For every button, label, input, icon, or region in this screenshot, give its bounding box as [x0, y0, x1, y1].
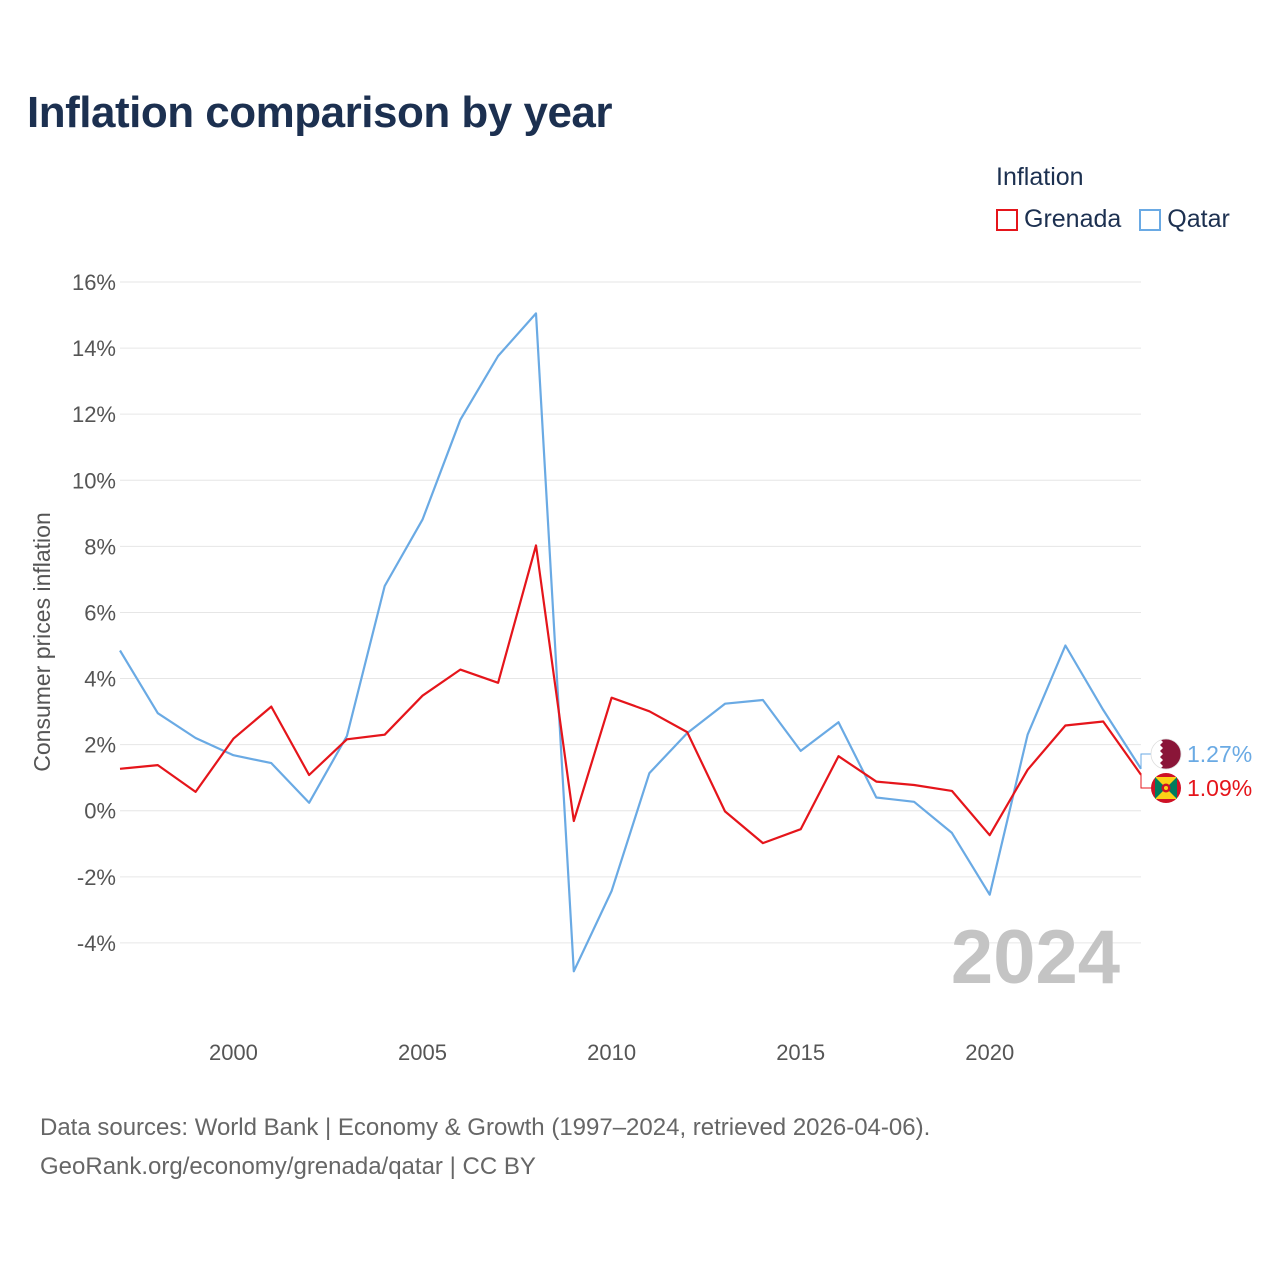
series-line-grenada[interactable] [119, 544, 1142, 845]
year-watermark: 2024 [951, 915, 1120, 1000]
series-line-qatar[interactable] [119, 312, 1142, 973]
x-tick-label: 2005 [398, 1040, 447, 1065]
x-tick-label: 2020 [965, 1040, 1014, 1065]
line-chart: -4% -2% 0% 2% 4% 6% 8% 10% 12% 14% 16% 2000 2005 201… [29, 270, 1252, 1065]
footer-source: Data sources: World Bank | Economy & Gro… [40, 1114, 931, 1141]
y-tick-label: 4% [84, 667, 116, 692]
y-axis-ticks: -4% -2% 0% 2% 4% 6% 8% 10% 12% 14% 16% [72, 270, 116, 956]
x-tick-label: 2015 [776, 1040, 825, 1065]
legend-title: Inflation [996, 163, 1084, 191]
legend-item-grenada[interactable]: Grenada [996, 205, 1121, 234]
y-tick-label: 12% [72, 402, 116, 427]
x-tick-label: 2010 [587, 1040, 636, 1065]
footer-link[interactable]: GeoRank.org/economy/grenada/qatar | CC B… [40, 1153, 536, 1180]
x-axis-ticks: 2000 2005 2010 2015 2020 [209, 1040, 1014, 1065]
end-labels: 1.27% 1.09% [1140, 738, 1252, 803]
y-tick-label: 2% [84, 733, 116, 758]
end-connector-qatar [1140, 753, 1153, 769]
y-tick-label: 8% [84, 534, 116, 559]
end-connector-grenada [1140, 774, 1153, 789]
end-label-qatar: 1.27% [1187, 741, 1252, 767]
legend-label-grenada: Grenada [1024, 205, 1122, 233]
legend: Grenada Qatar [996, 205, 1230, 234]
y-tick-label: 16% [72, 270, 116, 295]
qatar-flag-icon [1150, 738, 1182, 770]
legend-label-qatar: Qatar [1167, 205, 1230, 233]
footer: Data sources: World Bank | Economy & Gro… [40, 1108, 930, 1186]
y-axis-label: Consumer prices inflation [29, 512, 55, 772]
legend-item-qatar[interactable]: Qatar [1139, 205, 1230, 234]
legend-swatch-grenada [996, 208, 1018, 231]
y-tick-label: -4% [77, 931, 116, 956]
legend-swatch-qatar [1139, 208, 1162, 231]
chart-title: Inflation comparison by year [27, 88, 613, 137]
end-label-grenada: 1.09% [1187, 775, 1252, 801]
grenada-flag-icon [1151, 773, 1181, 803]
grid-lines [120, 281, 1141, 944]
y-tick-label: 10% [72, 468, 116, 493]
y-tick-label: 0% [84, 799, 116, 824]
x-tick-label: 2000 [209, 1040, 258, 1065]
y-tick-label: 14% [72, 336, 116, 361]
series-lines [119, 312, 1142, 973]
y-tick-label: -2% [77, 865, 116, 890]
y-tick-label: 6% [84, 600, 116, 625]
